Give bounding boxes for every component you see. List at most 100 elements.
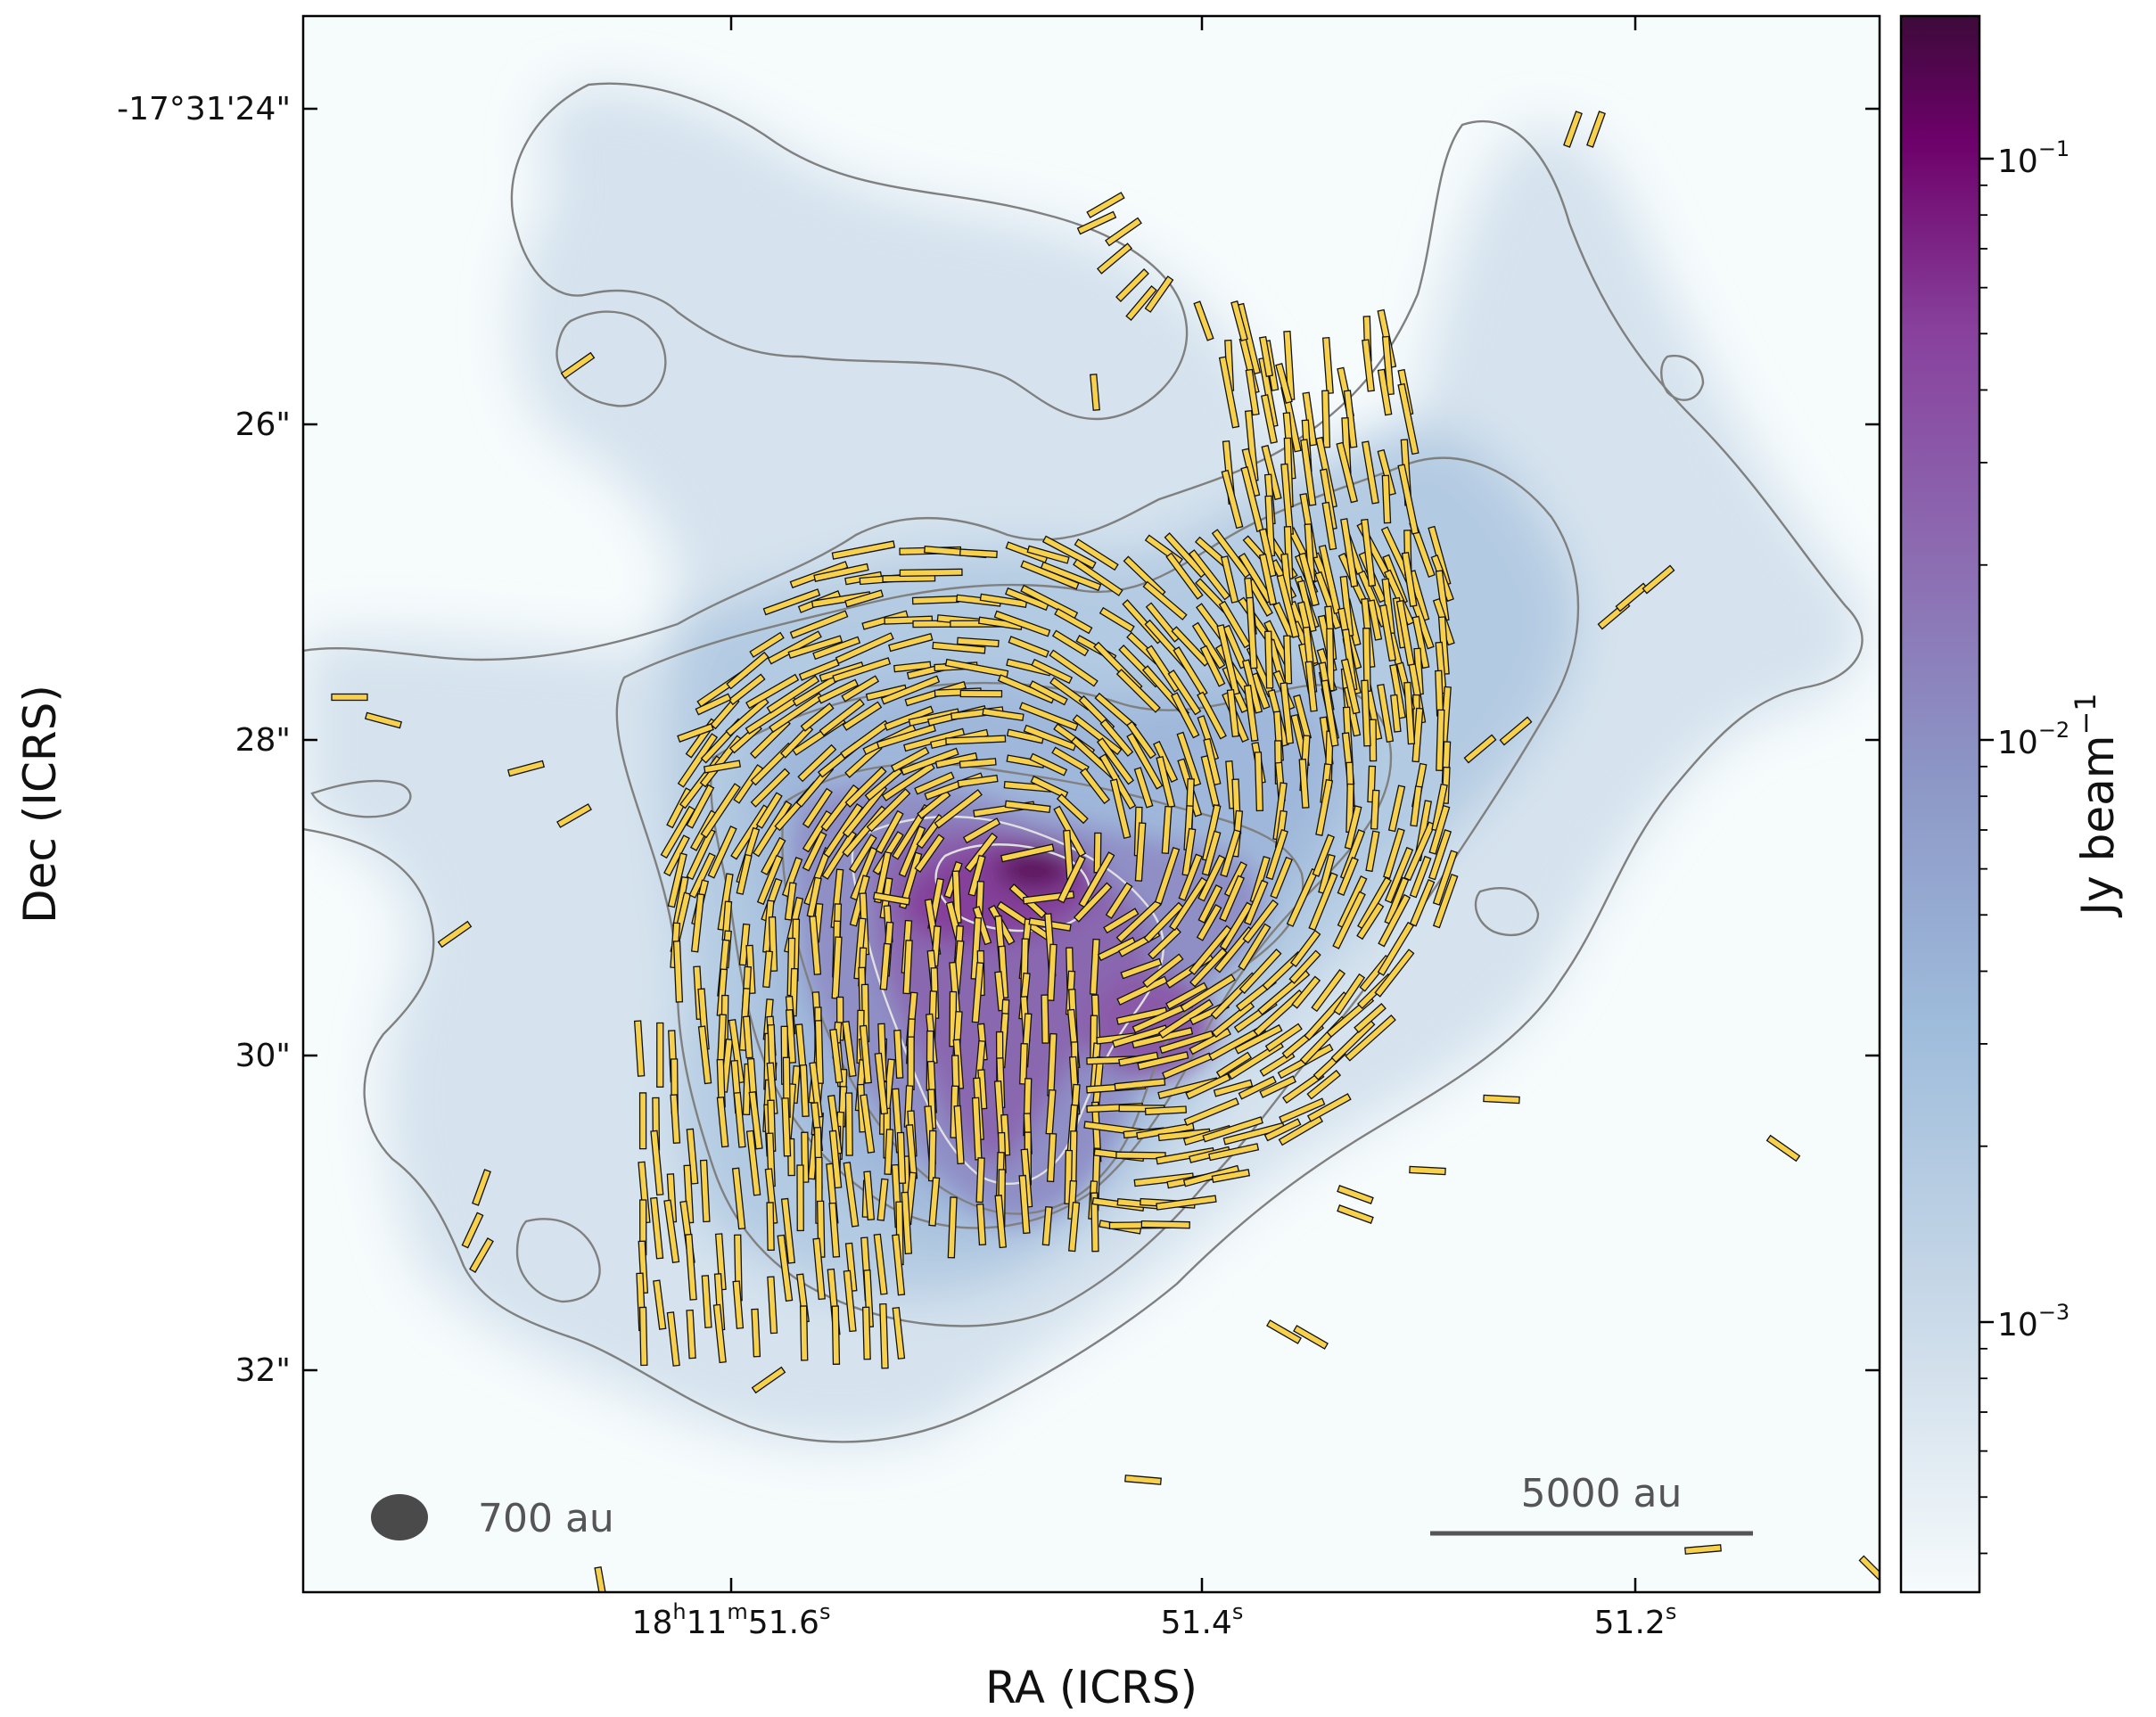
polarization-vector xyxy=(714,1233,727,1291)
polarization-vector xyxy=(1156,1195,1217,1211)
polarization-vector xyxy=(799,1064,810,1118)
polarization-vector xyxy=(1144,275,1174,313)
polarization-vector xyxy=(1145,602,1181,643)
polarization-vector xyxy=(1340,658,1361,715)
polarization-vector xyxy=(638,1161,651,1224)
polarization-vector xyxy=(1099,606,1135,633)
polarization-vector xyxy=(728,1019,745,1084)
polarization-vector xyxy=(1367,599,1383,641)
polarization-vector xyxy=(1321,336,1334,395)
polarization-vector xyxy=(1089,938,1100,995)
polarization-vector xyxy=(469,1237,494,1273)
polarization-vector xyxy=(1090,1192,1099,1253)
polarization-vector xyxy=(781,857,803,898)
polarization-vector xyxy=(1340,518,1359,587)
polarization-vector xyxy=(751,1308,761,1358)
polarization-vector xyxy=(1318,544,1342,615)
polarization-vector xyxy=(1041,994,1049,1044)
polarization-vector xyxy=(1057,855,1086,904)
polarization-vector xyxy=(1499,716,1533,746)
polarization-vector xyxy=(1221,469,1244,530)
polarization-vector xyxy=(1074,538,1119,571)
polarization-vector xyxy=(888,633,934,653)
polarization-vector xyxy=(866,788,911,833)
polarization-vector xyxy=(1115,1151,1166,1160)
polarization-vector xyxy=(831,936,843,999)
polarization-vector xyxy=(797,743,837,783)
polarization-vector xyxy=(841,675,880,702)
polarization-vector xyxy=(1072,714,1123,756)
polarization-vector xyxy=(844,1242,858,1293)
polarization-vector xyxy=(829,1028,843,1084)
polarization-vector xyxy=(1006,728,1044,744)
polarization-vector xyxy=(1049,649,1099,687)
polarization-vector xyxy=(594,1565,608,1592)
polarization-vector xyxy=(975,1157,985,1204)
polarization-vector xyxy=(1126,720,1156,760)
polarization-vector xyxy=(893,661,932,673)
polarization-vector xyxy=(1109,778,1131,840)
polarization-vector xyxy=(1004,587,1049,612)
polarization-vector xyxy=(686,1309,696,1360)
polarization-vector xyxy=(1432,850,1458,906)
polarization-vector xyxy=(876,1178,889,1221)
polarization-vector xyxy=(1356,902,1385,941)
polarization-vector xyxy=(1304,661,1318,712)
polarization-vector xyxy=(843,1269,857,1333)
polarization-vector xyxy=(1270,856,1293,900)
polarization-vector xyxy=(1409,879,1436,927)
polarization-vector xyxy=(1154,846,1181,905)
polarization-vector xyxy=(842,1021,857,1078)
polarization-vector xyxy=(1213,1079,1254,1097)
polarization-vector xyxy=(1315,778,1334,836)
polarization-vector xyxy=(828,1130,843,1189)
polarization-vector xyxy=(1189,1027,1231,1056)
polarization-vector xyxy=(725,696,769,737)
polarization-vector xyxy=(712,1303,727,1364)
polarization-vector xyxy=(809,915,822,975)
polarization-vector xyxy=(873,1233,888,1295)
polarization-vector xyxy=(1435,641,1447,694)
polarization-vector xyxy=(1336,441,1359,504)
polarization-vector xyxy=(789,610,849,639)
colorbar-tick-2: 10−2 xyxy=(1997,718,2070,761)
polarization-vector xyxy=(695,693,732,716)
polarization-vector xyxy=(1384,876,1410,925)
polarization-vector xyxy=(1145,645,1181,693)
polarization-vector xyxy=(703,760,742,774)
polarization-vector xyxy=(1171,692,1200,739)
polarization-vector xyxy=(731,1167,746,1230)
polarization-vector xyxy=(1142,580,1188,620)
polarization-vector xyxy=(1219,901,1254,951)
polarization-vector xyxy=(879,942,892,990)
polarization-vector xyxy=(1116,975,1168,1006)
polarization-vector xyxy=(1389,663,1406,719)
polarization-vector xyxy=(1291,975,1321,1009)
polarization-vector xyxy=(957,774,999,788)
polarization-vector xyxy=(1020,584,1079,620)
polarization-vector xyxy=(1332,891,1366,949)
polarization-vector xyxy=(753,800,793,858)
polarization-vector xyxy=(1096,242,1133,275)
polarization-vector xyxy=(1125,284,1157,322)
polarization-vector xyxy=(1099,719,1134,757)
polarization-vector xyxy=(802,831,827,872)
polarization-vector xyxy=(1563,111,1583,148)
polarization-vector xyxy=(506,760,546,777)
polarization-vector xyxy=(1234,1023,1283,1055)
polarization-vector xyxy=(945,735,1007,745)
polarization-vector xyxy=(1047,943,1057,1001)
polarization-vector xyxy=(914,771,955,795)
polarization-vector xyxy=(1090,374,1100,411)
image-panel xyxy=(303,16,1880,1592)
polarization-vector xyxy=(944,658,1009,678)
contour-lines xyxy=(303,82,1864,1443)
y-tick-label-3: 28" xyxy=(235,722,291,759)
polarization-vector xyxy=(677,723,714,743)
polarization-vector xyxy=(876,724,936,750)
polarization-vectors xyxy=(331,111,1880,1592)
polarization-vector xyxy=(742,1015,753,1059)
polarization-vector xyxy=(1321,390,1331,448)
polarization-vector xyxy=(1409,1165,1446,1176)
